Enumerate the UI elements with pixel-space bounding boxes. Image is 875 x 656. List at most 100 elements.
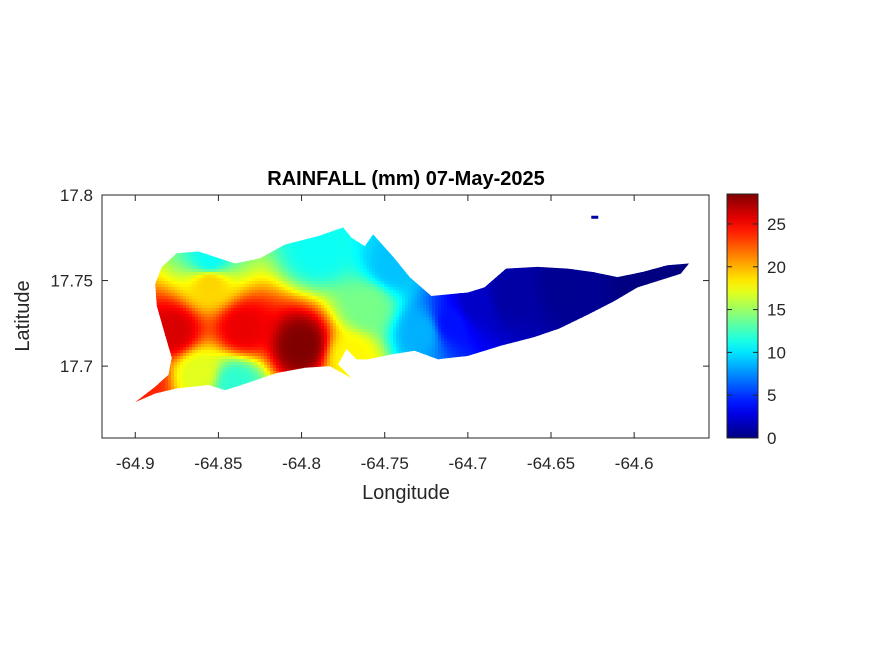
rainfall-cell bbox=[168, 281, 172, 285]
rainfall-cell bbox=[402, 299, 406, 303]
rainfall-cell bbox=[201, 287, 205, 291]
rainfall-cell bbox=[594, 287, 598, 291]
rainfall-cell bbox=[279, 251, 283, 255]
rainfall-cell bbox=[261, 266, 265, 270]
rainfall-cell bbox=[606, 275, 610, 279]
rainfall-cell bbox=[342, 233, 346, 237]
rainfall-cell bbox=[414, 293, 418, 297]
rainfall-cell bbox=[282, 269, 286, 273]
rainfall-cell bbox=[162, 266, 166, 270]
rainfall-cell bbox=[279, 260, 283, 264]
rainfall-cell bbox=[333, 275, 337, 279]
rainfall-cell bbox=[231, 293, 235, 297]
rainfall-cell bbox=[585, 272, 589, 276]
rainfall-cell bbox=[573, 278, 577, 282]
rainfall-cell bbox=[327, 278, 331, 282]
rainfall-cell bbox=[330, 266, 334, 270]
rainfall-cell bbox=[306, 302, 310, 306]
rainfall-cell bbox=[183, 293, 187, 297]
rainfall-cell bbox=[573, 269, 577, 273]
rainfall-cell bbox=[636, 278, 640, 282]
rainfall-cell bbox=[381, 260, 385, 264]
rainfall-cell bbox=[288, 287, 292, 291]
rainfall-cell bbox=[645, 272, 649, 276]
rainfall-cell bbox=[336, 281, 340, 285]
rainfall-cell bbox=[177, 257, 181, 261]
rainfall-cell bbox=[375, 287, 379, 291]
rainfall-cell bbox=[522, 281, 526, 285]
rainfall-cell bbox=[354, 299, 358, 303]
rainfall-cell bbox=[675, 263, 679, 267]
rainfall-cell bbox=[345, 272, 349, 276]
rainfall-cell bbox=[201, 263, 205, 267]
rainfall-cell bbox=[309, 284, 313, 288]
rainfall-cell bbox=[303, 260, 307, 264]
rainfall-cell bbox=[450, 293, 454, 297]
rainfall-cell bbox=[300, 284, 304, 288]
rainfall-cell bbox=[405, 284, 409, 288]
rainfall-cell bbox=[504, 275, 508, 279]
rainfall-cell bbox=[303, 272, 307, 276]
rainfall-cell bbox=[312, 296, 316, 300]
rainfall-cell bbox=[171, 263, 175, 267]
rainfall-cell bbox=[339, 227, 343, 231]
rainfall-cell bbox=[348, 269, 352, 273]
rainfall-cell bbox=[321, 293, 325, 297]
rainfall-cell bbox=[516, 281, 520, 285]
rainfall-cell bbox=[552, 275, 556, 279]
rainfall-cell bbox=[528, 269, 532, 273]
rainfall-cell bbox=[489, 287, 493, 291]
rainfall-cell bbox=[252, 260, 256, 264]
rainfall-cell bbox=[219, 290, 223, 294]
rainfall-cell bbox=[261, 281, 265, 285]
rainfall-cell bbox=[261, 290, 265, 294]
rainfall-cell bbox=[312, 263, 316, 267]
rainfall-cell bbox=[516, 287, 520, 291]
rainfall-cell bbox=[267, 284, 271, 288]
rainfall-cell bbox=[579, 281, 583, 285]
rainfall-cell bbox=[336, 251, 340, 255]
rainfall-cell bbox=[678, 266, 682, 270]
rainfall-cell bbox=[186, 260, 190, 264]
rainfall-cell bbox=[189, 254, 193, 258]
rainfall-cell bbox=[156, 290, 160, 294]
rainfall-cell bbox=[555, 293, 559, 297]
rainfall-cell bbox=[276, 293, 280, 297]
rainfall-cell bbox=[288, 275, 292, 279]
rainfall-cell bbox=[165, 266, 169, 270]
rainfall-cell bbox=[300, 257, 304, 261]
rainfall-cell bbox=[189, 275, 193, 279]
rainfall-cell bbox=[282, 260, 286, 264]
rainfall-cell bbox=[351, 248, 355, 252]
rainfall-cell bbox=[384, 284, 388, 288]
rainfall-cell bbox=[642, 278, 646, 282]
rainfall-cell bbox=[213, 269, 217, 273]
rainfall-cell bbox=[330, 290, 334, 294]
rainfall-cell bbox=[423, 299, 427, 303]
rainfall-cell bbox=[249, 260, 253, 264]
rainfall-cell bbox=[375, 302, 379, 306]
rainfall-cell bbox=[177, 263, 181, 267]
rainfall-cell bbox=[498, 299, 502, 303]
rainfall-cell bbox=[333, 299, 337, 303]
rainfall-cell bbox=[342, 299, 346, 303]
rainfall-cell bbox=[216, 299, 220, 303]
rainfall-cell bbox=[312, 302, 316, 306]
rainfall-cell bbox=[384, 275, 388, 279]
rainfall-cell bbox=[237, 296, 241, 300]
rainfall-cell bbox=[162, 299, 166, 303]
rainfall-cell bbox=[477, 290, 481, 294]
rainfall-cell bbox=[243, 287, 247, 291]
rainfall-cell bbox=[162, 296, 166, 300]
rainfall-cell bbox=[336, 266, 340, 270]
rainfall-cell bbox=[327, 245, 331, 249]
rainfall-cell bbox=[198, 299, 202, 303]
rainfall-cell bbox=[339, 230, 343, 234]
rainfall-cell bbox=[609, 290, 613, 294]
rainfall-cell bbox=[333, 245, 337, 249]
rainfall-cell bbox=[666, 272, 670, 276]
rainfall-cell bbox=[384, 248, 388, 252]
rainfall-cell bbox=[360, 284, 364, 288]
rainfall-cell bbox=[192, 299, 196, 303]
rainfall-cell bbox=[630, 275, 634, 279]
